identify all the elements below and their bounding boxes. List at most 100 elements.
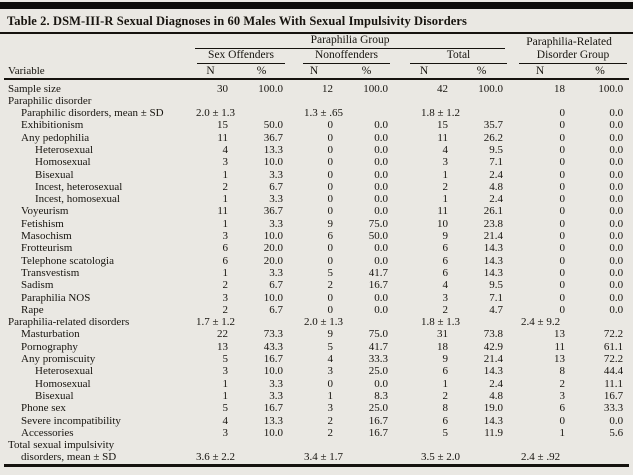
pct-cell: 0.0 [374,291,388,304]
n-cell: 10 [437,217,448,230]
mean-sd-cell: 2.4 ± 9.2 [521,316,561,329]
pct-cell: 50.0 [263,119,283,132]
pct-cell: 100.0 [258,82,283,95]
pct-cell: 16.7 [263,402,283,415]
pct-cell: 0.0 [609,303,624,316]
n-cell: 6 [559,402,566,415]
pct-cell: 0.0 [374,193,388,206]
n-cell: 1 [222,266,229,279]
pct-cell: 16.7 [368,426,388,439]
pct-cell: 10.0 [263,365,283,378]
table-row: Paraphilia NOS 3 10.0 0 0.0 3 7.1 0 0.0 [4,292,629,304]
pct-cell [454,95,509,107]
pct-cell: 100.0 [598,82,624,95]
pct-cell: 20.0 [263,254,283,267]
row-label: Exhibitionism [21,119,84,132]
pct-cell: 14.3 [483,266,504,279]
n-cell: 0 [559,217,566,230]
n-cell: 2 [222,303,229,316]
pct-cell: 21.4 [483,230,504,243]
pct-cell: 75.0 [368,328,388,341]
pct-cell: 0.0 [609,266,624,279]
pct-cell: 73.8 [483,328,504,341]
n-cell: 1 [222,217,229,230]
n-cell: 22 [217,328,228,341]
table-title: Table 2. DSM-III-R Sexual Diagnoses in 6… [0,9,633,34]
table-row: Incest, heterosexual 2 6.7 0 0.0 2 4.8 0 0.0 [4,181,629,193]
pct-cell: 11.9 [484,426,504,439]
table-row: disorders, mean ± SD 3.6 ± 2.2 3.4 ± 1.7 3.… [4,451,629,465]
table-row: Pornography 13 43.3 5 41.7 18 42.9 11 61.1 [4,341,629,353]
pct-cell: 9.5 [489,143,504,156]
pct-cell: 0.0 [609,180,624,193]
n-cell: 0 [559,291,566,304]
n-cell: 1 [442,168,449,181]
pct-cell: 11.1 [604,377,624,390]
pct-cell: 0.0 [374,303,388,316]
row-label: Heterosexual [35,365,94,378]
n-cell: 15 [437,119,448,132]
n-cell: 4 [222,143,229,156]
pct-cell [234,95,289,107]
n-cell: 9 [327,217,334,230]
n-cell: 1 [327,389,334,402]
mean-sd-cell: 3.5 ± 2.0 [421,451,461,464]
n-cell: 0 [559,193,566,206]
table-row: Any pedophilia 11 36.7 0 0.0 11 26.2 0 0.0 [4,132,629,144]
table-row: Paraphilic disorder [4,95,629,107]
n-cell [509,95,571,107]
mean-sd-cell: 1.8 ± 1.2 [421,107,461,120]
scan-edge-bar [0,2,633,9]
n-cell [187,439,234,451]
n-cell: 12 [322,82,333,95]
n-cell [394,95,454,107]
table-row: Transvestism 1 3.3 5 41.7 6 14.3 0 0.0 [4,267,629,279]
n-cell: 3 [442,291,449,304]
col-header-pct: % [571,64,630,80]
pct-cell: 20.0 [263,242,283,255]
pct-cell: 14.3 [483,365,504,378]
n-cell: 4 [442,279,449,292]
pct-cell: 100.0 [478,82,504,95]
n-cell: 4 [327,353,334,366]
row-label: Rape [21,303,44,316]
table-row: Frotteurism 6 20.0 0 0.0 6 14.3 0 0.0 [4,242,629,254]
pct-cell [234,439,289,451]
n-cell: 1 [222,377,229,390]
col-header-n: N [289,64,339,80]
n-cell: 3 [442,156,449,169]
n-cell: 2 [442,180,449,193]
n-cell: 3 [327,365,334,378]
n-cell [289,95,339,107]
pct-cell: 10.0 [263,426,283,439]
pct-cell: 25.0 [368,365,388,378]
table-row: Phone sex 5 16.7 3 25.0 8 19.0 6 33.3 [4,402,629,414]
table-row: Fetishism 1 3.3 9 75.0 10 23.8 0 0.0 [4,218,629,230]
mean-sd-cell: 1.7 ± 1.2 [196,316,236,329]
mean-sd-cell: 1.3 ± .65 [304,107,344,120]
total-header: Total [394,49,509,64]
n-cell: 31 [437,328,448,341]
pct-cell: 21.4 [483,353,504,366]
pct-cell: 16.7 [263,353,283,366]
n-cell: 3 [222,426,229,439]
pct-cell: 0.0 [609,217,624,230]
n-cell: 0 [559,107,566,120]
pct-cell: 0.0 [609,291,624,304]
pct-cell: 6.7 [269,180,283,193]
n-cell: 18 [437,340,448,353]
table-body: Sample size 30 100.0 12 100.0 42 100.0 18 100.0 P… [4,79,629,465]
n-cell: 0 [559,254,566,267]
pct-cell: 0.0 [374,242,388,255]
table-row: Total sexual impulsivity [4,439,629,451]
row-label: Transvestism [21,266,80,279]
n-cell: 0 [559,205,566,218]
pct-cell: 61.1 [603,340,624,353]
pct-cell: 35.7 [483,119,504,132]
n-cell: 3 [222,230,229,243]
table-row: Homosexual 1 3.3 0 0.0 1 2.4 2 11.1 [4,378,629,390]
table-row: Masochism 3 10.0 6 50.0 9 21.4 0 0.0 [4,230,629,242]
row-label: Fetishism [21,217,64,230]
row-label: Voyeurism [21,205,69,218]
